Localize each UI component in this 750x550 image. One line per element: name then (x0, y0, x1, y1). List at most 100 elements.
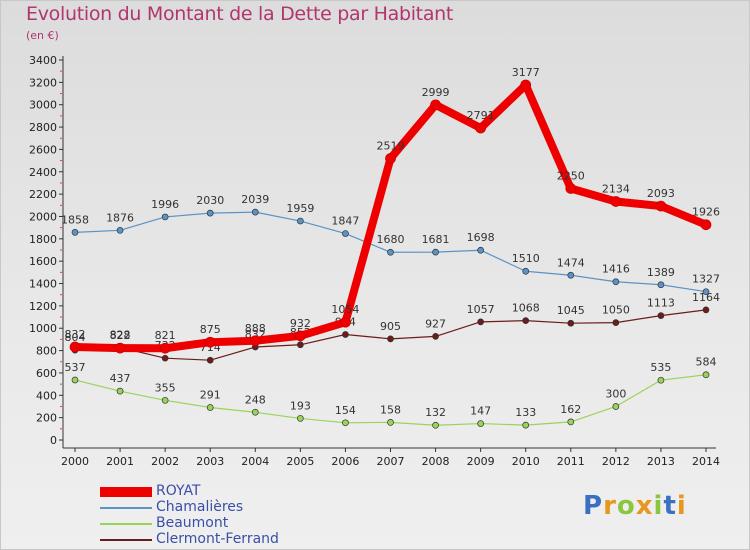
data-label: 1068 (512, 302, 540, 315)
data-point (700, 219, 712, 231)
x-tick-label: 2008 (422, 455, 450, 468)
y-tick-label: 400 (36, 389, 57, 402)
data-point (206, 356, 214, 364)
data-label: 1681 (422, 233, 450, 246)
y-tick-label: 2600 (29, 143, 57, 156)
data-label: 888 (245, 322, 266, 335)
data-label: 1858 (61, 213, 89, 226)
x-tick-label: 2005 (286, 455, 314, 468)
y-tick-label: 3400 (29, 54, 57, 67)
data-label: 291 (200, 388, 221, 401)
x-tick-label: 2009 (467, 455, 495, 468)
data-point (567, 418, 575, 426)
data-label: 133 (515, 406, 536, 419)
logo-letter: i (653, 491, 664, 521)
y-tick-label: 0 (50, 434, 57, 447)
data-point (251, 408, 259, 416)
data-point (655, 200, 667, 212)
data-point (387, 418, 394, 426)
data-point (116, 226, 124, 234)
data-point (340, 316, 351, 328)
data-point (565, 183, 577, 194)
data-label: 437 (110, 372, 131, 385)
y-tick-label: 2000 (29, 210, 57, 223)
data-point (114, 342, 126, 354)
chart-title: Evolution du Montant de la Dette par Hab… (26, 3, 454, 25)
legend-label: ROYAT (156, 483, 201, 499)
data-label: 804 (65, 331, 86, 344)
logo-letter: r (603, 491, 617, 521)
data-point (71, 376, 79, 384)
data-label: 2999 (422, 86, 450, 99)
data-label: 832 (65, 328, 86, 341)
data-label: 2250 (557, 170, 585, 183)
x-tick-label: 2002 (151, 455, 179, 468)
y-tick-label: 2800 (29, 121, 57, 134)
chart-unit: (en €) (26, 29, 59, 42)
data-point (657, 312, 665, 319)
data-label: 1680 (377, 233, 405, 246)
data-point (159, 342, 171, 354)
legend-label: Clermont-Ferrand (156, 531, 279, 547)
y-tick-label: 3000 (29, 99, 57, 112)
data-point (432, 248, 439, 256)
data-point (297, 341, 304, 349)
data-point (612, 403, 620, 410)
y-tick-label: 1400 (29, 278, 57, 291)
data-label: 905 (380, 320, 401, 333)
data-label: 1113 (647, 297, 675, 310)
data-label: 2030 (196, 194, 224, 207)
y-tick-label: 600 (36, 367, 57, 380)
data-point (432, 421, 439, 429)
data-label: 147 (470, 405, 491, 418)
data-label: 537 (65, 361, 86, 374)
data-point (342, 419, 349, 427)
data-label: 3177 (512, 66, 540, 79)
data-point (116, 387, 124, 395)
data-point (702, 306, 710, 314)
data-label: 1474 (557, 256, 585, 269)
y-tick-label: 800 (36, 345, 57, 358)
data-point (161, 354, 169, 362)
data-label: 162 (560, 403, 581, 416)
x-tick-label: 2013 (647, 455, 675, 468)
legend-swatch (100, 539, 152, 541)
y-tick-label: 200 (36, 412, 57, 425)
legend-swatch (100, 523, 152, 525)
legend-swatch (100, 487, 152, 497)
data-point (387, 335, 394, 343)
y-tick-label: 1000 (29, 322, 57, 335)
x-tick-label: 2000 (61, 455, 89, 468)
data-label: 154 (335, 404, 356, 417)
data-point (702, 288, 710, 296)
data-point (477, 246, 484, 254)
data-point (477, 318, 484, 326)
data-label: 535 (650, 361, 671, 374)
x-tick-label: 2006 (331, 455, 359, 468)
y-tick-label: 2400 (29, 166, 57, 179)
data-label: 2134 (602, 182, 630, 195)
x-tick-label: 2014 (692, 455, 720, 468)
logo-letter: x (635, 491, 654, 521)
data-point (251, 208, 259, 216)
data-point (657, 376, 665, 384)
data-label: 1959 (286, 202, 314, 215)
data-label: 932 (290, 317, 311, 330)
data-point (702, 371, 710, 379)
data-label: 193 (290, 399, 311, 412)
data-point (342, 230, 349, 237)
data-point (297, 217, 304, 225)
data-label: 828 (110, 328, 131, 341)
data-label: 248 (245, 393, 266, 406)
data-label: 2791 (467, 109, 495, 122)
logo-letter: o (616, 491, 636, 521)
y-tick-label: 1800 (29, 233, 57, 246)
data-point (297, 415, 304, 422)
data-point (387, 248, 394, 256)
data-label: 821 (155, 329, 176, 342)
data-label: 584 (696, 356, 717, 369)
data-label: 2519 (377, 139, 405, 152)
data-label: 1847 (331, 215, 359, 228)
